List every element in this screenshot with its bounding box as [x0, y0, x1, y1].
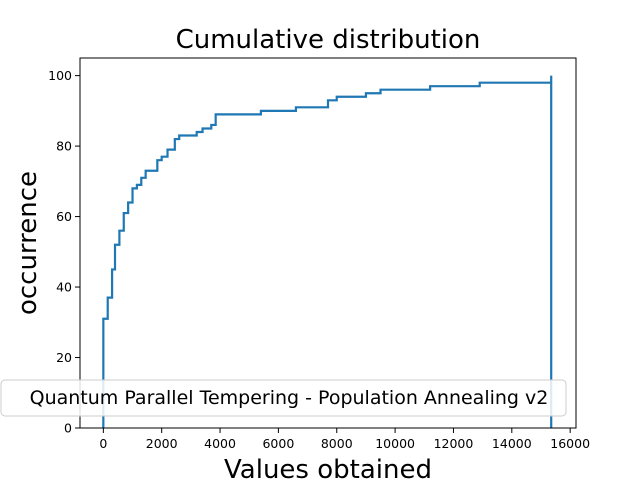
x-tick-label: 16000 — [550, 436, 590, 451]
x-tick-label: 8000 — [321, 436, 353, 451]
x-axis-ticks: 0 2000 4000 6000 8000 10000 12000 14000 16000 — [99, 428, 590, 451]
plot-area — [102, 75, 553, 428]
y-axis-ticks: 0 20 40 60 80 100 — [48, 68, 80, 436]
y-axis-label: occurrence — [13, 171, 43, 315]
x-tick-label: 0 — [99, 436, 107, 451]
x-tick-label: 14000 — [492, 436, 532, 451]
legend: Quantum Parallel Tempering - Population … — [0, 379, 567, 417]
x-axis-label: Values obtained — [224, 455, 432, 480]
x-tick-label: 2000 — [146, 436, 178, 451]
y-tick-label: 0 — [64, 421, 72, 436]
y-tick-label: 40 — [56, 280, 72, 295]
x-tick-label: 4000 — [204, 436, 236, 451]
y-tick-label: 60 — [56, 209, 72, 224]
y-tick-label: 80 — [56, 139, 72, 154]
axes-frame — [79, 57, 577, 429]
series-line — [102, 75, 553, 428]
x-tick-label: 10000 — [375, 436, 415, 451]
x-tick-label: 12000 — [434, 436, 474, 451]
legend-entry: Quantum Parallel Tempering - Population … — [30, 387, 549, 409]
x-tick-label: 6000 — [262, 436, 294, 451]
y-tick-label: 100 — [48, 68, 72, 83]
legend-box — [0, 379, 567, 417]
y-tick-label: 20 — [56, 350, 72, 365]
chart-title: Cumulative distribution — [176, 25, 481, 55]
